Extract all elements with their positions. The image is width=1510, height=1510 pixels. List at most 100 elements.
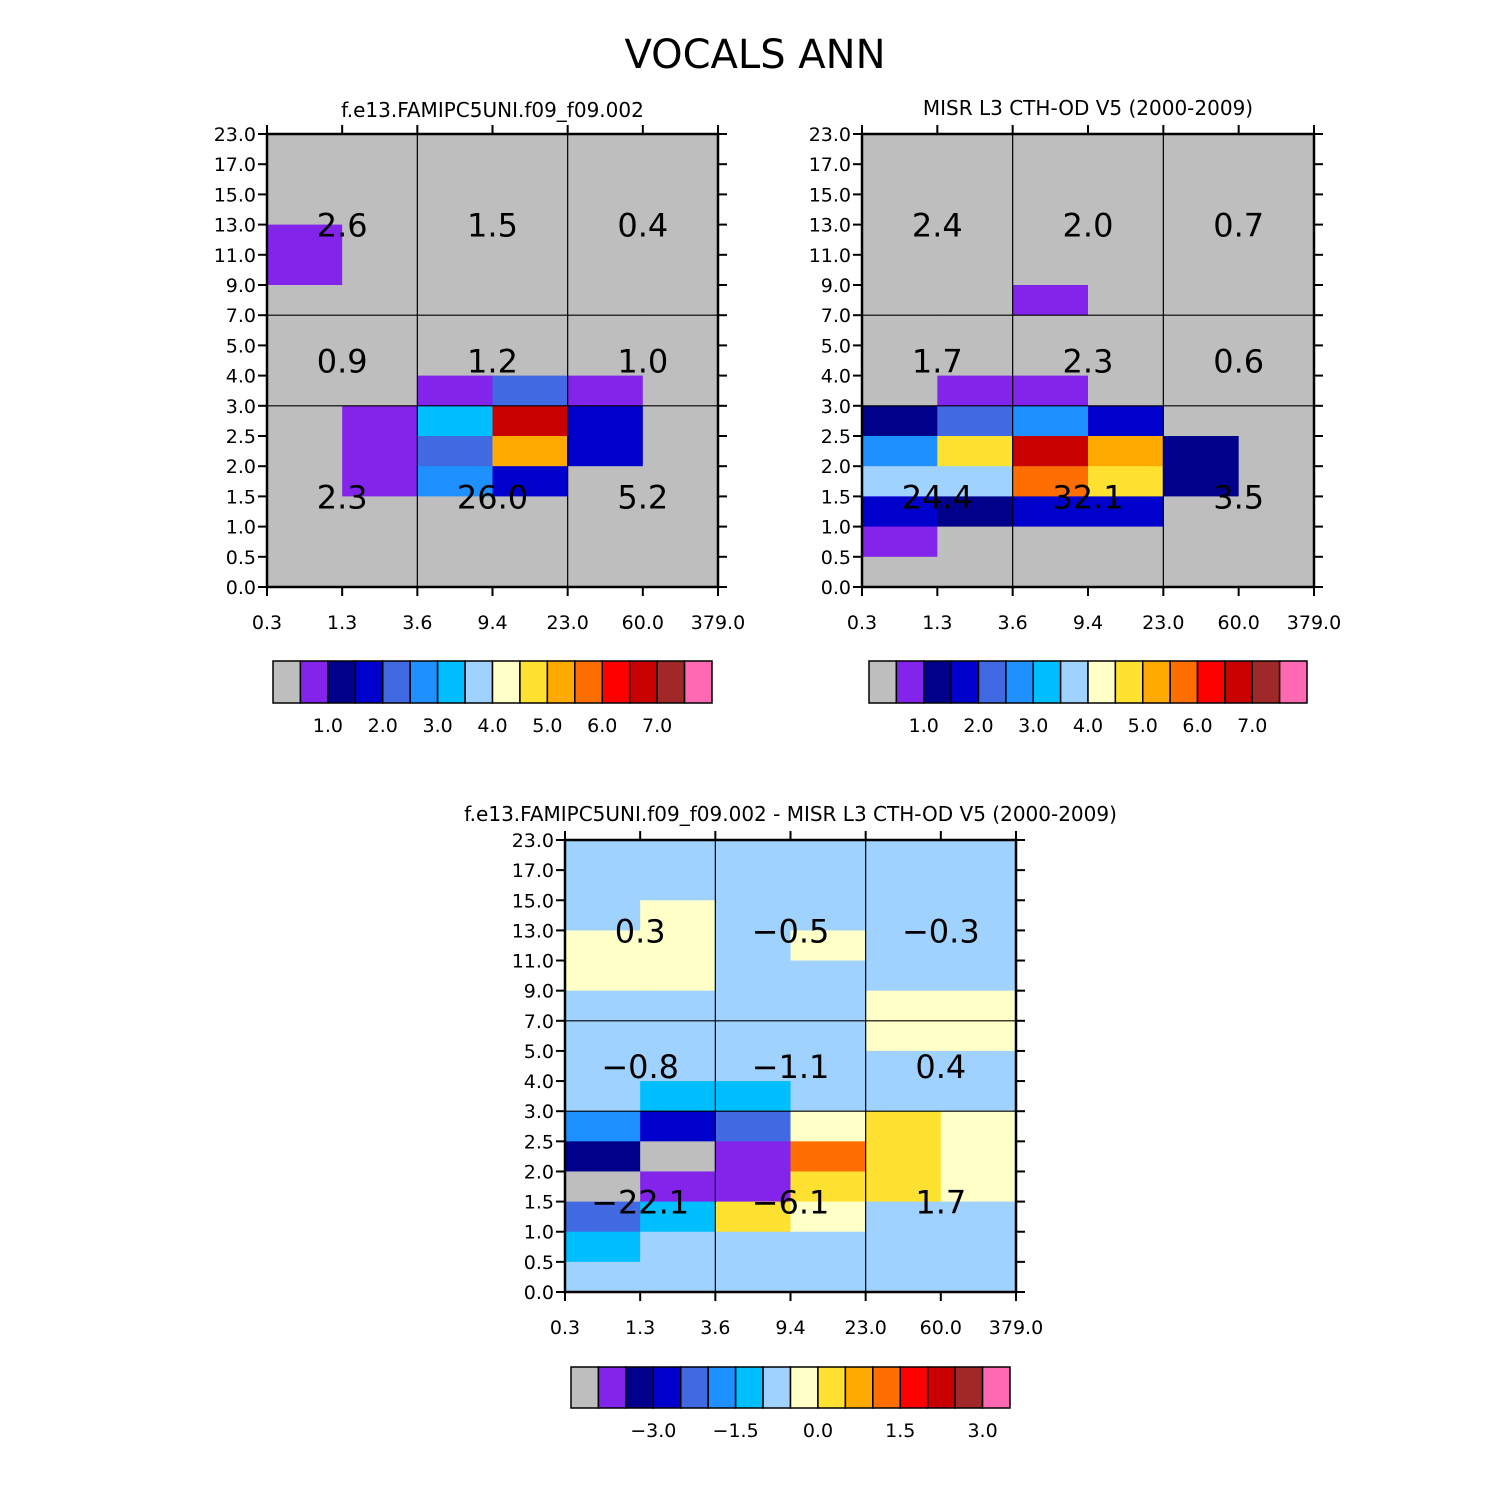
panels: f.e13.FAMIPC5UNI.f09_f09.002 0.0 0.5 1.0 1.5…: [214, 96, 1342, 1442]
histogram-cell: [937, 164, 1014, 195]
histogram-cell: [342, 526, 418, 558]
histogram-cell: [862, 134, 938, 165]
y-tick-label: 15.0: [809, 184, 851, 206]
histogram-cell: [1088, 526, 1164, 558]
region-total-label: 0.4: [915, 1048, 966, 1086]
histogram-cell: [1088, 436, 1164, 467]
x-tick-label: 23.0: [547, 612, 589, 634]
histogram-cell: [565, 1081, 641, 1112]
histogram-cell: [790, 1141, 867, 1173]
colorbar-box: [327, 660, 357, 704]
histogram-cell: [342, 375, 418, 407]
histogram-cell: [267, 496, 343, 528]
histogram-cell: [567, 405, 644, 437]
region-total-label: 1.5: [467, 207, 518, 245]
histogram-cell: [790, 1201, 867, 1233]
histogram-cell: [937, 134, 1014, 165]
histogram-cell: [1088, 134, 1164, 165]
histogram-cell: [492, 526, 569, 558]
histogram-cell: [865, 990, 942, 1022]
colorbar-tick-label: 6.0: [1182, 715, 1212, 737]
histogram-cell: [937, 556, 1014, 588]
histogram-cell: [1012, 556, 1089, 588]
histogram-cell: [1163, 496, 1240, 528]
histogram-cell: [567, 254, 644, 286]
histogram-cell: [1012, 164, 1089, 195]
histogram-cell: [642, 526, 719, 558]
y-tick-label: 3.0: [821, 396, 851, 418]
colorbar-box: [299, 660, 329, 704]
histogram-cell: [640, 1081, 716, 1112]
histogram-cell: [1238, 285, 1315, 316]
region-total-label: −22.1: [591, 1184, 689, 1222]
y-tick-label: 2.5: [524, 1131, 554, 1153]
colorbar-tick-label: 7.0: [642, 715, 672, 737]
histogram-cell: [940, 1111, 1017, 1142]
y-tick-label: 15.0: [214, 184, 256, 206]
histogram-cell: [790, 1081, 867, 1112]
histogram-cell: [790, 1020, 867, 1052]
histogram-cell: [565, 1141, 641, 1173]
colorbar-tick-label: 1.0: [313, 715, 343, 737]
histogram-cell: [790, 1171, 867, 1203]
histogram-cell: [267, 405, 343, 437]
y-tick-label: 17.0: [809, 154, 851, 176]
colorbar-box: [981, 1366, 1011, 1409]
histogram-cell: [417, 496, 494, 528]
region-total-label: 0.4: [617, 207, 668, 245]
histogram-cell: [1012, 405, 1089, 437]
y-tick-label: 1.0: [226, 517, 256, 539]
histogram-cell: [267, 556, 343, 588]
histogram-cell: [865, 1050, 942, 1082]
histogram-cell: [267, 526, 343, 558]
colorbar-tick-label: −1.5: [713, 1420, 759, 1442]
histogram-cell: [865, 1020, 942, 1052]
histogram-cell: [565, 1171, 641, 1203]
colorbar-box: [817, 1366, 847, 1409]
histogram-cell: [565, 1050, 641, 1082]
histogram-cell: [865, 1111, 942, 1142]
colorbar-tick-label: 1.5: [885, 1420, 915, 1442]
histogram-cell: [1238, 466, 1315, 497]
colorbar-box: [1032, 660, 1062, 704]
histogram-cell: [1088, 254, 1164, 286]
y-tick-label: 13.0: [512, 920, 554, 942]
histogram-cell: [342, 134, 418, 165]
histogram-cell: [267, 375, 343, 407]
colorbar-box: [574, 660, 603, 704]
y-tick-label: 9.0: [821, 275, 851, 297]
histogram-cell: [940, 900, 1017, 931]
histogram-cell: [565, 990, 641, 1022]
histogram-cell: [492, 285, 569, 316]
histogram-cell: [565, 900, 641, 931]
histogram-cell: [342, 496, 418, 528]
histogram-cell: [940, 1261, 1017, 1293]
histogram-cell: [715, 990, 792, 1022]
histogram-cell: [417, 556, 494, 588]
histogram-cell: [715, 930, 792, 962]
colorbar-tick-label: 5.0: [1128, 715, 1158, 737]
histogram-cell: [715, 1141, 792, 1173]
x-tick-label: 9.4: [775, 1317, 805, 1339]
colorbar-tick-label: 0.0: [803, 1420, 833, 1442]
colorbar-box: [926, 1366, 956, 1409]
histogram-cell: [417, 436, 494, 467]
colorbar-tick-label: 6.0: [587, 715, 617, 737]
histogram-cell: [1163, 466, 1240, 497]
histogram-cell: [567, 556, 644, 588]
histogram-cell: [865, 900, 942, 931]
histogram-cell: [417, 194, 494, 226]
y-tick-label: 23.0: [809, 124, 851, 146]
histogram-cell: [862, 194, 938, 226]
histogram-cell: [940, 1141, 1017, 1173]
colorbar-box: [789, 1366, 819, 1409]
histogram-cell: [715, 840, 792, 871]
histogram-cell: [1163, 556, 1240, 588]
histogram-cell: [715, 1050, 792, 1082]
colorbar-box: [895, 660, 925, 704]
y-tick-label: 11.0: [512, 951, 554, 973]
region-total-label: 0.7: [1213, 207, 1264, 245]
histogram-cell: [642, 556, 719, 588]
colorbar-box: [272, 660, 302, 704]
x-tick-label: 0.3: [847, 612, 877, 634]
